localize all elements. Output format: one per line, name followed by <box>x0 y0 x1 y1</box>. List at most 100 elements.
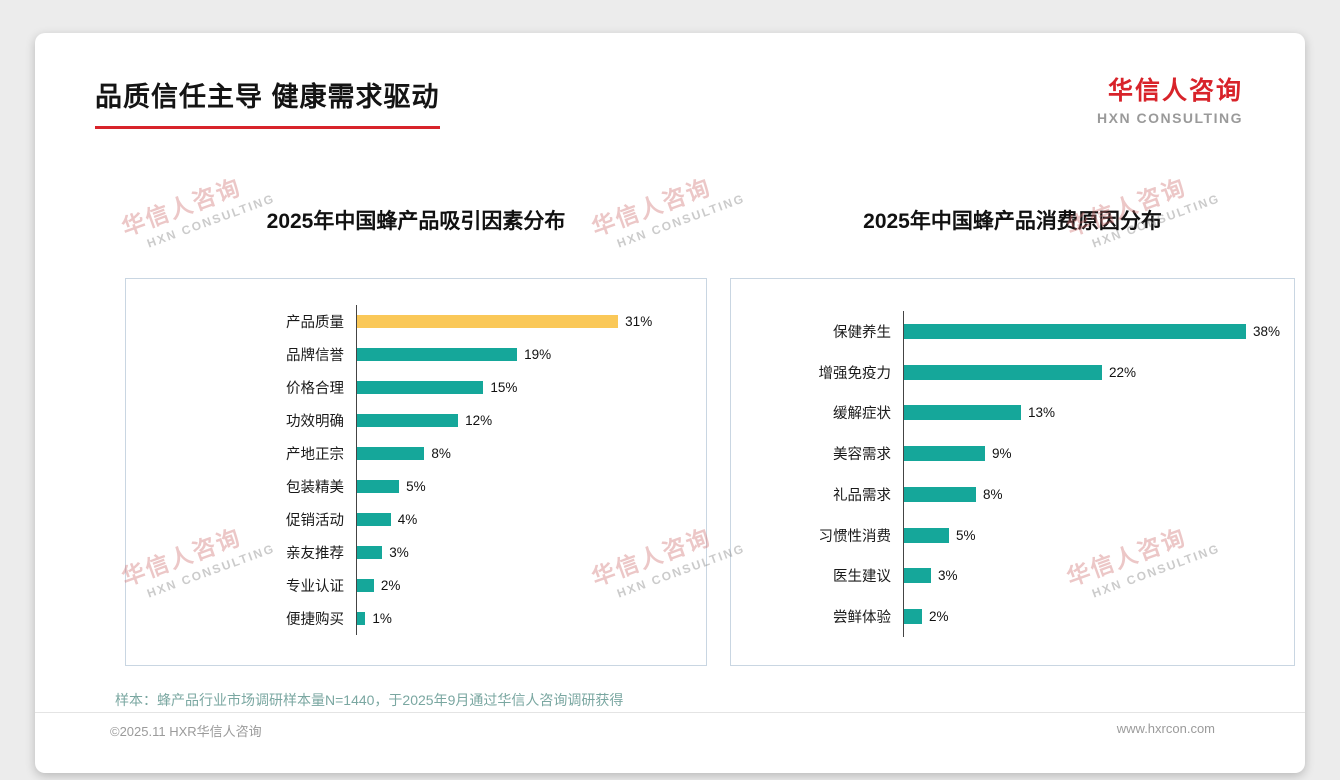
category-label: 专业认证 <box>286 579 344 595</box>
bar <box>904 486 976 502</box>
value-label: 4% <box>397 512 418 527</box>
bar-track: 3% <box>903 555 1282 597</box>
value-label: 1% <box>372 611 392 626</box>
footer-divider <box>35 712 1305 713</box>
category-label: 亲友推荐 <box>286 546 344 562</box>
left-chart-title: 2025年中国蜂产品吸引因素分布 <box>266 210 566 233</box>
bar <box>357 315 619 328</box>
bar <box>357 447 425 460</box>
value-label: 9% <box>992 446 1012 462</box>
bar-row: 亲友推荐 3% <box>126 536 694 569</box>
value-label: 5% <box>406 479 426 494</box>
bar <box>904 609 922 625</box>
bar-track: 15% <box>356 371 694 404</box>
bar <box>904 364 1102 380</box>
bar-track: 19% <box>356 338 694 371</box>
bar-track: 38% <box>903 311 1282 352</box>
bar-row: 美容需求 9% <box>731 433 1282 474</box>
bar-row: 尝鲜体验 2% <box>731 596 1282 637</box>
category-label: 缓解症状 <box>833 406 891 423</box>
category-label: 便捷购买 <box>286 612 344 628</box>
bar-row: 价格合理 15% <box>126 371 694 404</box>
bar-track: 2% <box>356 569 694 602</box>
category-label: 保健养生 <box>833 324 891 341</box>
bar-track: 13% <box>903 392 1282 434</box>
bar <box>904 405 1021 421</box>
bar-row: 产品质量 31% <box>126 305 694 338</box>
bar-track: 8% <box>903 474 1282 515</box>
value-label: 8% <box>431 446 451 461</box>
category-label: 包装精美 <box>286 480 344 496</box>
value-label: 22% <box>1109 364 1137 380</box>
category-label: 价格合理 <box>286 381 344 397</box>
bar-track: 1% <box>356 602 694 635</box>
bar-row: 品牌信誉 19% <box>126 338 694 371</box>
value-label: 3% <box>938 568 958 584</box>
sample-footnote: 样本：蜂产品行业市场调研样本量N=1440，于2025年9月通过华信人咨询调研获… <box>115 692 624 708</box>
bar <box>357 513 391 526</box>
bar <box>357 579 374 592</box>
bar-row: 保健养生 38% <box>731 311 1282 352</box>
category-label: 医生建议 <box>833 569 891 586</box>
bar <box>904 446 985 462</box>
bar-track: 5% <box>356 470 694 503</box>
bar-row: 缓解症状 13% <box>731 392 1282 434</box>
value-label: 8% <box>983 486 1003 502</box>
bar <box>357 612 366 625</box>
bar <box>357 414 459 427</box>
bar-track: 2% <box>903 596 1282 637</box>
value-label: 12% <box>465 413 493 428</box>
bar-row: 专业认证 2% <box>126 569 694 602</box>
value-label: 38% <box>1253 323 1281 339</box>
slide-card: 品质信任主导 健康需求驱动 华信人咨询 HXN CONSULTING 2025年… <box>35 33 1305 773</box>
category-label: 礼品需求 <box>833 487 891 504</box>
bar-track: 5% <box>903 514 1282 556</box>
bar-track: 4% <box>356 503 694 536</box>
bar-row: 包装精美 5% <box>126 470 694 503</box>
bar-track: 8% <box>356 437 694 470</box>
bar-row: 便捷购买 1% <box>126 602 694 635</box>
bar-track: 31% <box>356 305 694 338</box>
bar-row: 医生建议 3% <box>731 555 1282 597</box>
bar <box>904 568 931 584</box>
category-label: 产品质量 <box>286 315 344 331</box>
logo-text-zh: 华信人咨询 <box>1107 77 1243 105</box>
category-label: 功效明确 <box>286 414 344 430</box>
bar-row: 习惯性消费 5% <box>731 514 1282 556</box>
logo: 华信人咨询 HXN CONSULTING <box>1097 71 1243 126</box>
bar-row: 功效明确 12% <box>126 404 694 437</box>
page-title: 品质信任主导 健康需求驱动 <box>95 75 440 129</box>
bar-track: 3% <box>356 536 694 569</box>
website-url: www.hxrcon.com <box>1116 721 1215 736</box>
bar <box>357 381 484 394</box>
bar-row: 促销活动 4% <box>126 503 694 536</box>
value-label: 15% <box>490 380 518 395</box>
value-label: 2% <box>380 578 401 593</box>
value-label: 19% <box>524 347 552 362</box>
value-label: 5% <box>956 527 976 543</box>
value-label: 31% <box>625 314 653 329</box>
category-label: 习惯性消费 <box>818 528 892 545</box>
category-label: 尝鲜体验 <box>833 610 891 627</box>
category-label: 促销活动 <box>286 513 344 529</box>
value-label: 3% <box>389 545 409 560</box>
bar-row: 增强免疫力 22% <box>731 351 1282 393</box>
bar-rows: 保健养生 38% 增强免疫力 22% 缓解症状 13% 美容需求 9% 礼品需求 8% 习惯性消费 5… <box>731 311 1282 637</box>
category-label: 品牌信誉 <box>286 348 344 364</box>
bar-row: 产地正宗 8% <box>126 437 694 470</box>
consumption-reasons-chart: 保健养生 38% 增强免疫力 22% 缓解症状 13% 美容需求 9% 礼品需求 8% 习惯性消费 5… <box>730 278 1295 666</box>
bar-row: 礼品需求 8% <box>731 474 1282 515</box>
value-label: 2% <box>929 609 949 625</box>
right-chart-title: 2025年中国蜂产品消费原因分布 <box>863 210 1162 233</box>
copyright-text: ©2025.11 HXR华信人咨询 <box>110 724 262 739</box>
bar <box>357 546 383 559</box>
category-label: 美容需求 <box>833 447 891 464</box>
bar-rows: 产品质量 31% 品牌信誉 19% 价格合理 15% 功效明确 12% 产地正宗 8% 包装精美 5%… <box>126 305 694 635</box>
bar <box>904 323 1246 339</box>
bar <box>357 348 518 361</box>
category-label: 增强免疫力 <box>818 365 892 382</box>
bar-track: 12% <box>356 404 694 437</box>
bar-track: 22% <box>903 351 1282 393</box>
bar-track: 9% <box>903 433 1282 474</box>
bar <box>357 480 400 493</box>
